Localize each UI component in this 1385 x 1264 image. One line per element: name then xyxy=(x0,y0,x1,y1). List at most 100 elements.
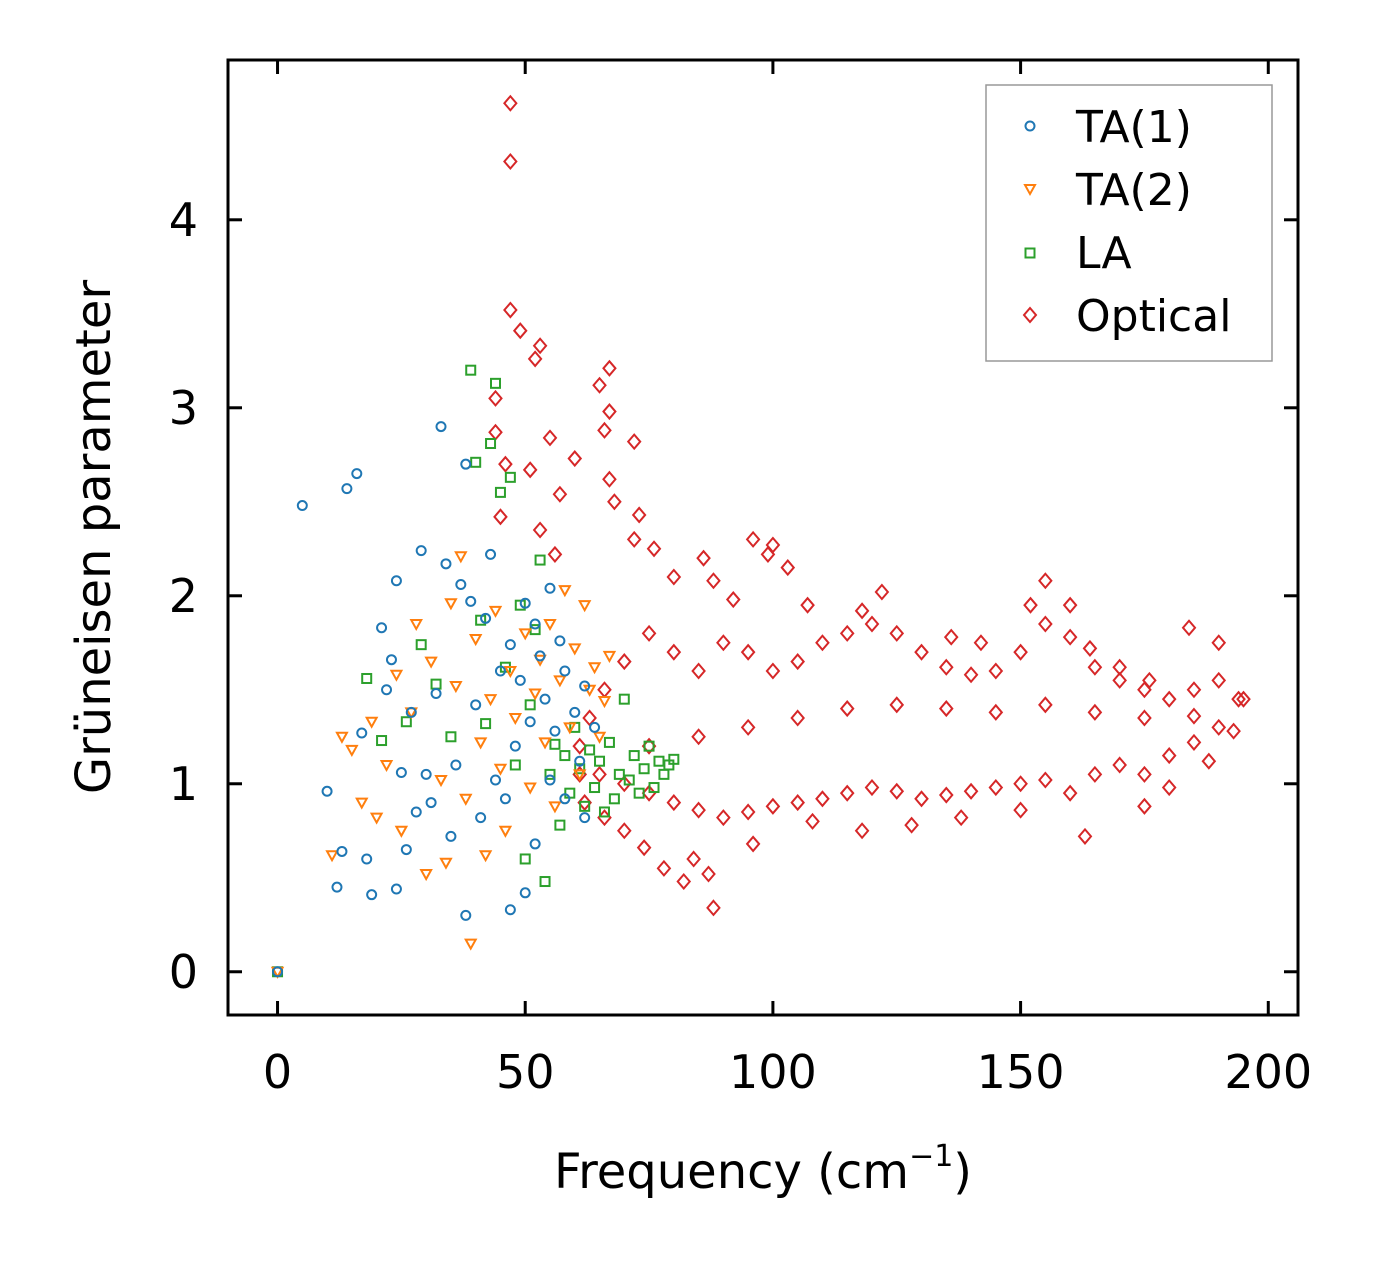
point-ta1 xyxy=(559,793,571,805)
point-optical xyxy=(874,583,890,601)
point-ta2 xyxy=(434,775,448,788)
point-la xyxy=(470,456,482,468)
point-la xyxy=(579,800,591,812)
point-ta2 xyxy=(355,797,369,810)
y-tick-label: 1 xyxy=(169,757,198,811)
legend-entry-ta2: TA(2) xyxy=(1023,165,1192,216)
point-la xyxy=(643,740,655,752)
point-ta2 xyxy=(379,759,394,773)
point-optical xyxy=(725,591,741,609)
point-optical xyxy=(953,809,969,827)
point-optical xyxy=(839,700,855,718)
point-la xyxy=(594,755,606,767)
point-la xyxy=(623,774,635,786)
point-optical xyxy=(765,797,781,815)
point-optical xyxy=(706,572,721,590)
point-la xyxy=(574,763,586,775)
point-la xyxy=(509,759,521,771)
point-optical xyxy=(760,545,776,563)
point-ta1 xyxy=(321,785,333,797)
point-optical xyxy=(790,709,805,727)
point-optical xyxy=(691,662,706,680)
x-tick-label: 0 xyxy=(263,1045,292,1099)
point-optical xyxy=(542,429,558,447)
legend-label: TA(1) xyxy=(1075,102,1192,153)
plot-frame xyxy=(226,58,1300,1017)
point-optical xyxy=(740,643,756,661)
point-optical xyxy=(1087,703,1103,721)
point-ta1 xyxy=(499,793,511,805)
point-optical xyxy=(1013,801,1028,819)
point-optical xyxy=(1161,778,1177,797)
point-optical xyxy=(963,666,979,684)
point-la xyxy=(633,787,645,799)
point-optical xyxy=(602,470,617,488)
point-optical xyxy=(1226,722,1241,740)
point-optical xyxy=(800,596,815,614)
point-optical xyxy=(790,794,805,812)
point-ta2 xyxy=(498,825,513,838)
point-optical xyxy=(676,872,692,891)
point-ta1 xyxy=(465,595,477,607)
point-optical xyxy=(656,859,672,877)
point-ta1 xyxy=(356,727,368,739)
point-ta1 xyxy=(415,545,427,557)
point-la xyxy=(504,471,516,483)
point-la xyxy=(653,755,665,767)
point-ta1 xyxy=(420,768,432,780)
point-ta1 xyxy=(381,684,393,696)
point-ta1 xyxy=(366,889,378,901)
point-la xyxy=(618,693,630,705)
point-optical xyxy=(686,850,701,868)
point-optical xyxy=(666,568,682,586)
x-axis-title: Frequency (cm−1) xyxy=(554,1139,972,1200)
point-optical xyxy=(503,152,518,171)
point-optical xyxy=(597,681,612,699)
point-optical xyxy=(815,790,830,808)
point-optical xyxy=(582,709,597,727)
point-ta2 xyxy=(473,737,488,750)
point-optical xyxy=(988,778,1004,797)
point-ta2 xyxy=(602,650,617,663)
point-optical xyxy=(864,615,880,633)
point-optical xyxy=(666,794,682,812)
point-optical xyxy=(616,653,632,671)
legend-marker-circle xyxy=(1024,120,1036,132)
point-la xyxy=(400,716,412,728)
point-optical xyxy=(839,624,855,642)
point-optical xyxy=(1236,690,1251,708)
point-ta2 xyxy=(389,669,404,682)
point-ta2 xyxy=(464,938,478,951)
point-optical xyxy=(1137,765,1152,783)
point-optical xyxy=(716,809,731,827)
point-ta1 xyxy=(494,665,506,677)
point-ta1 xyxy=(524,716,536,728)
point-ta1 xyxy=(440,558,452,570)
point-optical xyxy=(572,737,588,755)
point-ta1 xyxy=(554,635,566,647)
point-ta1 xyxy=(569,706,581,718)
axis-ticks xyxy=(228,60,1298,1015)
point-ta2 xyxy=(424,656,438,669)
point-ta1 xyxy=(504,904,516,916)
point-ta1 xyxy=(460,458,472,470)
point-ta1 xyxy=(509,740,521,752)
point-la xyxy=(658,768,670,780)
point-optical xyxy=(1038,696,1053,714)
point-optical xyxy=(666,643,682,661)
point-optical xyxy=(1142,671,1157,689)
point-optical xyxy=(512,322,528,340)
x-tick-label: 50 xyxy=(496,1045,555,1099)
point-optical xyxy=(1077,827,1093,845)
point-la xyxy=(589,782,601,794)
point-optical xyxy=(1013,775,1028,793)
point-ta1 xyxy=(410,806,422,818)
point-ta2 xyxy=(518,628,532,641)
point-ta2 xyxy=(439,857,453,870)
point-optical xyxy=(889,696,905,714)
point-ta1 xyxy=(272,966,284,978)
point-ta2 xyxy=(543,618,557,632)
point-ta2 xyxy=(325,850,339,863)
point-ta2 xyxy=(553,675,567,688)
point-la xyxy=(465,364,477,376)
